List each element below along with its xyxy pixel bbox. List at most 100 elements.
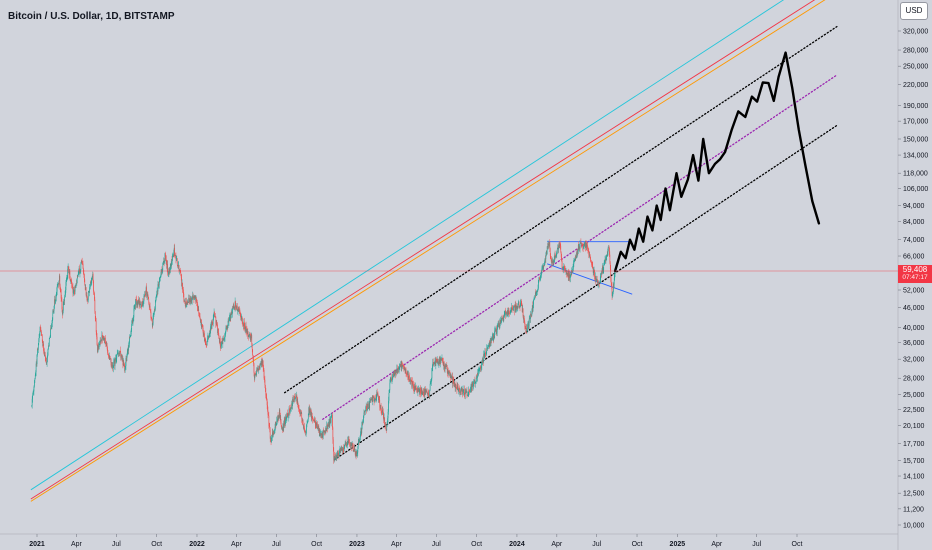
candle-body bbox=[137, 302, 138, 306]
candle-body bbox=[384, 424, 386, 426]
candle-body bbox=[389, 378, 391, 383]
candle-body bbox=[33, 386, 35, 392]
time-tick-label: Jul bbox=[112, 541, 121, 548]
candle-body bbox=[137, 300, 139, 303]
candle-body bbox=[280, 422, 282, 426]
candle-body bbox=[201, 324, 203, 327]
candle-body bbox=[194, 295, 196, 298]
candle-body bbox=[513, 306, 515, 308]
candle-body bbox=[609, 254, 611, 263]
candle-body bbox=[501, 318, 503, 319]
candle-body bbox=[36, 354, 38, 365]
price-tick-label: 40,000 bbox=[903, 325, 925, 332]
candle-body bbox=[135, 298, 136, 306]
candle-body bbox=[396, 368, 398, 372]
candle-body bbox=[407, 371, 409, 377]
candle-body bbox=[85, 287, 87, 290]
candle-body bbox=[126, 355, 128, 361]
candle-body bbox=[347, 440, 349, 444]
candle-body bbox=[156, 290, 158, 296]
candle-body bbox=[613, 283, 614, 293]
candle-body bbox=[348, 439, 349, 444]
candle-body bbox=[605, 255, 607, 257]
candle-body bbox=[387, 411, 389, 419]
candle-body bbox=[308, 408, 310, 414]
candle-body bbox=[382, 410, 384, 412]
candle-body bbox=[281, 425, 282, 429]
candle-body bbox=[300, 412, 301, 414]
candle-body bbox=[343, 447, 344, 449]
candle-body bbox=[47, 349, 49, 356]
candle-body bbox=[196, 302, 198, 303]
candle-body bbox=[296, 395, 297, 398]
candle-body bbox=[88, 291, 90, 293]
candle-body bbox=[559, 245, 561, 246]
candle-body bbox=[423, 391, 424, 396]
candle-body bbox=[94, 311, 96, 320]
candle-body bbox=[213, 312, 215, 314]
candle-body bbox=[76, 278, 78, 284]
candle-body bbox=[588, 251, 590, 256]
candle-body bbox=[514, 304, 516, 312]
candle-body bbox=[148, 303, 150, 307]
candle-body bbox=[428, 395, 430, 397]
candle-body bbox=[577, 250, 578, 256]
candle-body bbox=[107, 348, 108, 353]
candle-body bbox=[415, 385, 417, 390]
candle-body bbox=[516, 306, 518, 309]
candle-body bbox=[367, 403, 369, 409]
candle-body bbox=[362, 421, 364, 423]
candle-body bbox=[358, 440, 360, 442]
candle-body bbox=[157, 290, 158, 292]
candle-body bbox=[512, 307, 513, 311]
candle-body bbox=[288, 414, 289, 415]
candle-body bbox=[74, 285, 76, 292]
candle-body bbox=[223, 338, 225, 340]
candle-body bbox=[183, 301, 185, 302]
candle-body bbox=[312, 418, 314, 420]
currency-button[interactable]: USD bbox=[900, 2, 928, 20]
candle-body bbox=[131, 324, 133, 329]
candle-body bbox=[525, 327, 527, 329]
candle-body bbox=[371, 398, 373, 400]
candle-body bbox=[262, 360, 264, 364]
candle-body bbox=[250, 334, 251, 341]
candle-body bbox=[603, 264, 605, 265]
candle-body bbox=[340, 447, 342, 451]
candle-body bbox=[327, 424, 329, 429]
candle-body bbox=[134, 305, 136, 307]
candle-body bbox=[216, 324, 218, 326]
candle-body bbox=[149, 306, 151, 310]
candle-body bbox=[475, 381, 477, 384]
candle-body bbox=[363, 412, 365, 416]
candle-body bbox=[361, 422, 363, 426]
candle-body bbox=[529, 318, 531, 320]
candle-body bbox=[328, 421, 330, 427]
candle-body bbox=[485, 353, 487, 355]
price-tick-label: 52,000 bbox=[903, 288, 925, 295]
candle-body bbox=[123, 364, 125, 367]
candle-body bbox=[243, 325, 244, 327]
candle-body bbox=[143, 295, 145, 302]
candle-body bbox=[352, 443, 353, 445]
candle-body bbox=[234, 301, 236, 308]
candle-body bbox=[268, 415, 270, 426]
candle-body bbox=[323, 431, 325, 433]
candle-body bbox=[248, 335, 250, 337]
candle-body bbox=[246, 329, 247, 333]
candle-body bbox=[117, 353, 119, 354]
candle-body bbox=[84, 279, 86, 286]
candle-body bbox=[566, 272, 568, 275]
candle-body bbox=[51, 319, 53, 324]
candle-body bbox=[59, 276, 61, 286]
candle-body bbox=[218, 338, 220, 342]
candle-body bbox=[390, 377, 392, 380]
candle-body bbox=[96, 336, 98, 345]
candle-body bbox=[499, 322, 501, 328]
candle-body bbox=[404, 368, 406, 374]
candle-body bbox=[470, 385, 472, 391]
candle-body bbox=[116, 354, 118, 359]
candle-body bbox=[237, 310, 239, 311]
candle-body bbox=[107, 352, 109, 354]
